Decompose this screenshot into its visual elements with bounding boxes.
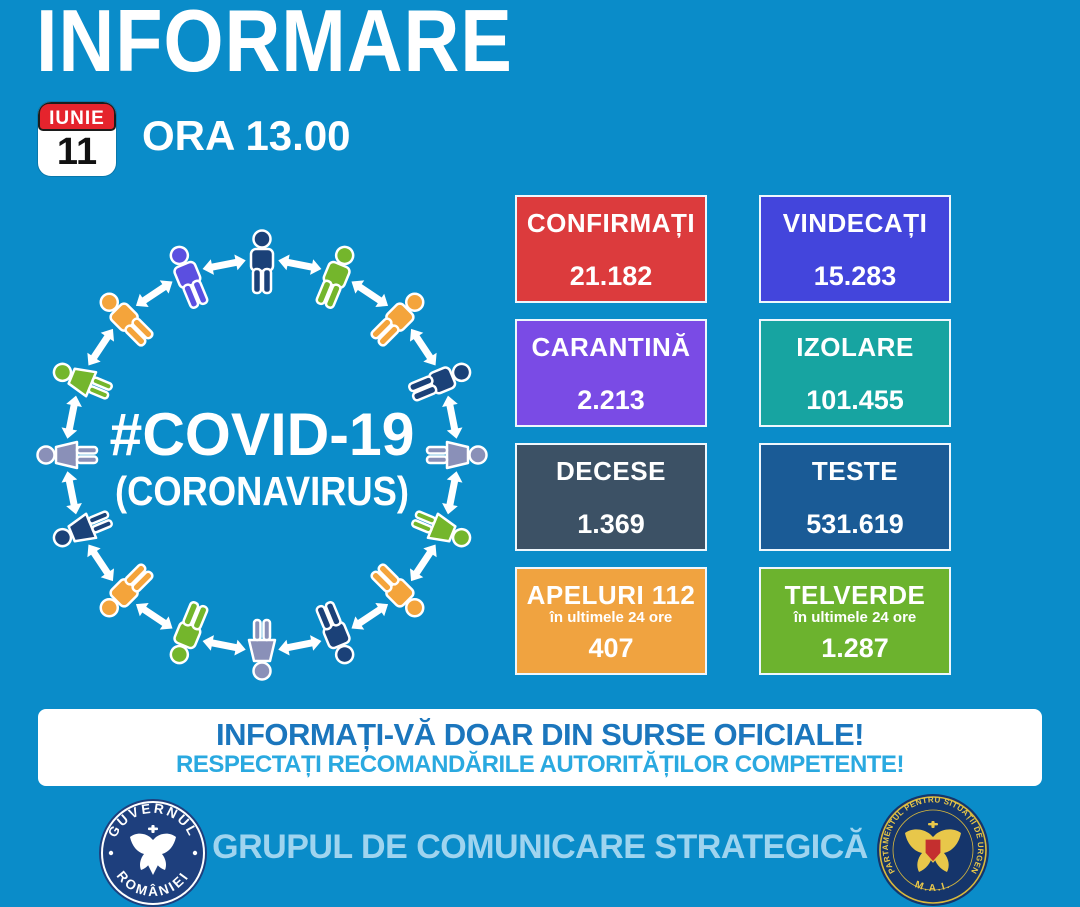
stat-label: TESTE (811, 456, 899, 486)
person-icon (312, 242, 360, 311)
stat-card-teste: TESTE 531.619 (759, 443, 951, 551)
gold-eagle-emblem (905, 821, 961, 872)
stat-head: APELURI 112 în ultimele 24 ore (527, 582, 696, 625)
double-arrow-icon (81, 540, 120, 586)
double-arrow-icon (404, 324, 443, 370)
stat-card-decese: DECESE 1.369 (515, 443, 707, 551)
double-arrow-icon (81, 324, 120, 370)
double-arrow-icon (347, 274, 393, 313)
stat-value: 2.213 (577, 385, 645, 415)
double-arrow-icon (276, 252, 323, 277)
dsu-logo-bottom-text: M.A.I. (913, 879, 951, 894)
double-arrow-icon (347, 597, 393, 636)
footer-title: GRUPUL DE COMUNICARE STRATEGICĂ (212, 828, 868, 866)
coronavirus-subtitle: (CORONAVIRUS) (115, 468, 409, 514)
calendar-day: 11 (56, 131, 98, 173)
stat-card-izolare: IZOLARE 101.455 (759, 319, 951, 427)
stat-card-carantina: CARANTINĂ 2.213 (515, 319, 707, 427)
double-arrow-icon (276, 633, 323, 658)
double-arrow-icon (440, 469, 465, 516)
stat-label: IZOLARE (796, 332, 914, 362)
double-arrow-icon (59, 394, 84, 441)
person-icon (164, 599, 212, 668)
stat-sublabel: în ultimele 24 ore (793, 609, 917, 626)
people-circle-diagram: #COVID-19 (CORONAVIRUS) (36, 229, 488, 681)
stat-sublabel: în ultimele 24 ore (549, 609, 673, 626)
stat-label: DECESE (556, 456, 666, 486)
report-time: ORA 13.00 (142, 112, 351, 159)
person-icon (247, 618, 277, 681)
stat-card-confirmati: CONFIRMAȚI 21.182 (515, 195, 707, 303)
stat-card-vindecati: VINDECAȚI 15.283 (759, 195, 951, 303)
dsu-mai-logo: DEPARTAMENTUL PENTRU SITUAȚII DE URGENȚĂ… (876, 793, 989, 906)
svg-text:M.A.I.: M.A.I. (913, 879, 953, 894)
double-arrow-icon (59, 469, 84, 516)
stat-value: 1.287 (821, 633, 889, 663)
person-icon (164, 242, 212, 311)
stat-value: 531.619 (806, 509, 904, 539)
eagle-emblem (130, 825, 176, 875)
stat-label: CARANTINĂ (531, 332, 691, 362)
person-icon (312, 599, 360, 668)
calendar-icon: IUNIE 11 (38, 102, 116, 176)
stat-card-apeluri-112: APELURI 112 în ultimele 24 ore 407 (515, 567, 707, 675)
page-title: INFORMARE (36, 0, 513, 90)
official-sources-banner: INFORMAȚI-VĂ DOAR DIN SURSE OFICIALE! RE… (38, 709, 1042, 786)
stat-card-telverde: TELVERDE în ultimele 24 ore 1.287 (759, 567, 951, 675)
person-icon (249, 229, 275, 295)
double-arrow-icon (131, 597, 177, 636)
banner-line1: INFORMAȚI-VĂ DOAR DIN SURSE OFICIALE! (216, 716, 865, 752)
guvernul-romaniei-logo: GUVERNUL ROMÂNIEI (99, 799, 207, 907)
double-arrow-icon (440, 394, 465, 441)
stat-label: APELURI 112 (526, 580, 696, 610)
stat-value: 101.455 (806, 385, 904, 415)
stat-value: 15.283 (813, 261, 897, 291)
person-icon (425, 440, 488, 470)
stat-label: TELVERDE (784, 580, 926, 610)
stat-label: VINDECAȚI (782, 208, 928, 238)
stats-grid: CONFIRMAȚI 21.182 VINDECAȚI 15.283 CARAN… (515, 195, 951, 675)
person-icon (408, 504, 476, 555)
calendar-month: IUNIE (38, 102, 116, 131)
banner-line2: RESPECTAȚI RECOMANDĂRILE AUTORITĂȚILOR C… (176, 750, 904, 778)
double-arrow-icon (404, 540, 443, 586)
stat-label: CONFIRMAȚI (526, 208, 696, 238)
double-arrow-icon (201, 252, 248, 277)
person-icon (48, 355, 116, 406)
stat-value: 21.182 (569, 261, 653, 291)
stat-value: 1.369 (577, 509, 645, 539)
person-icon (406, 357, 475, 405)
stat-head: TELVERDE în ultimele 24 ore (785, 582, 926, 625)
person-icon (48, 504, 116, 555)
stat-value: 407 (588, 633, 634, 663)
double-arrow-icon (131, 274, 177, 313)
covid-hashtag: #COVID-19 (110, 401, 415, 468)
person-icon (36, 440, 99, 470)
double-arrow-icon (201, 633, 248, 658)
